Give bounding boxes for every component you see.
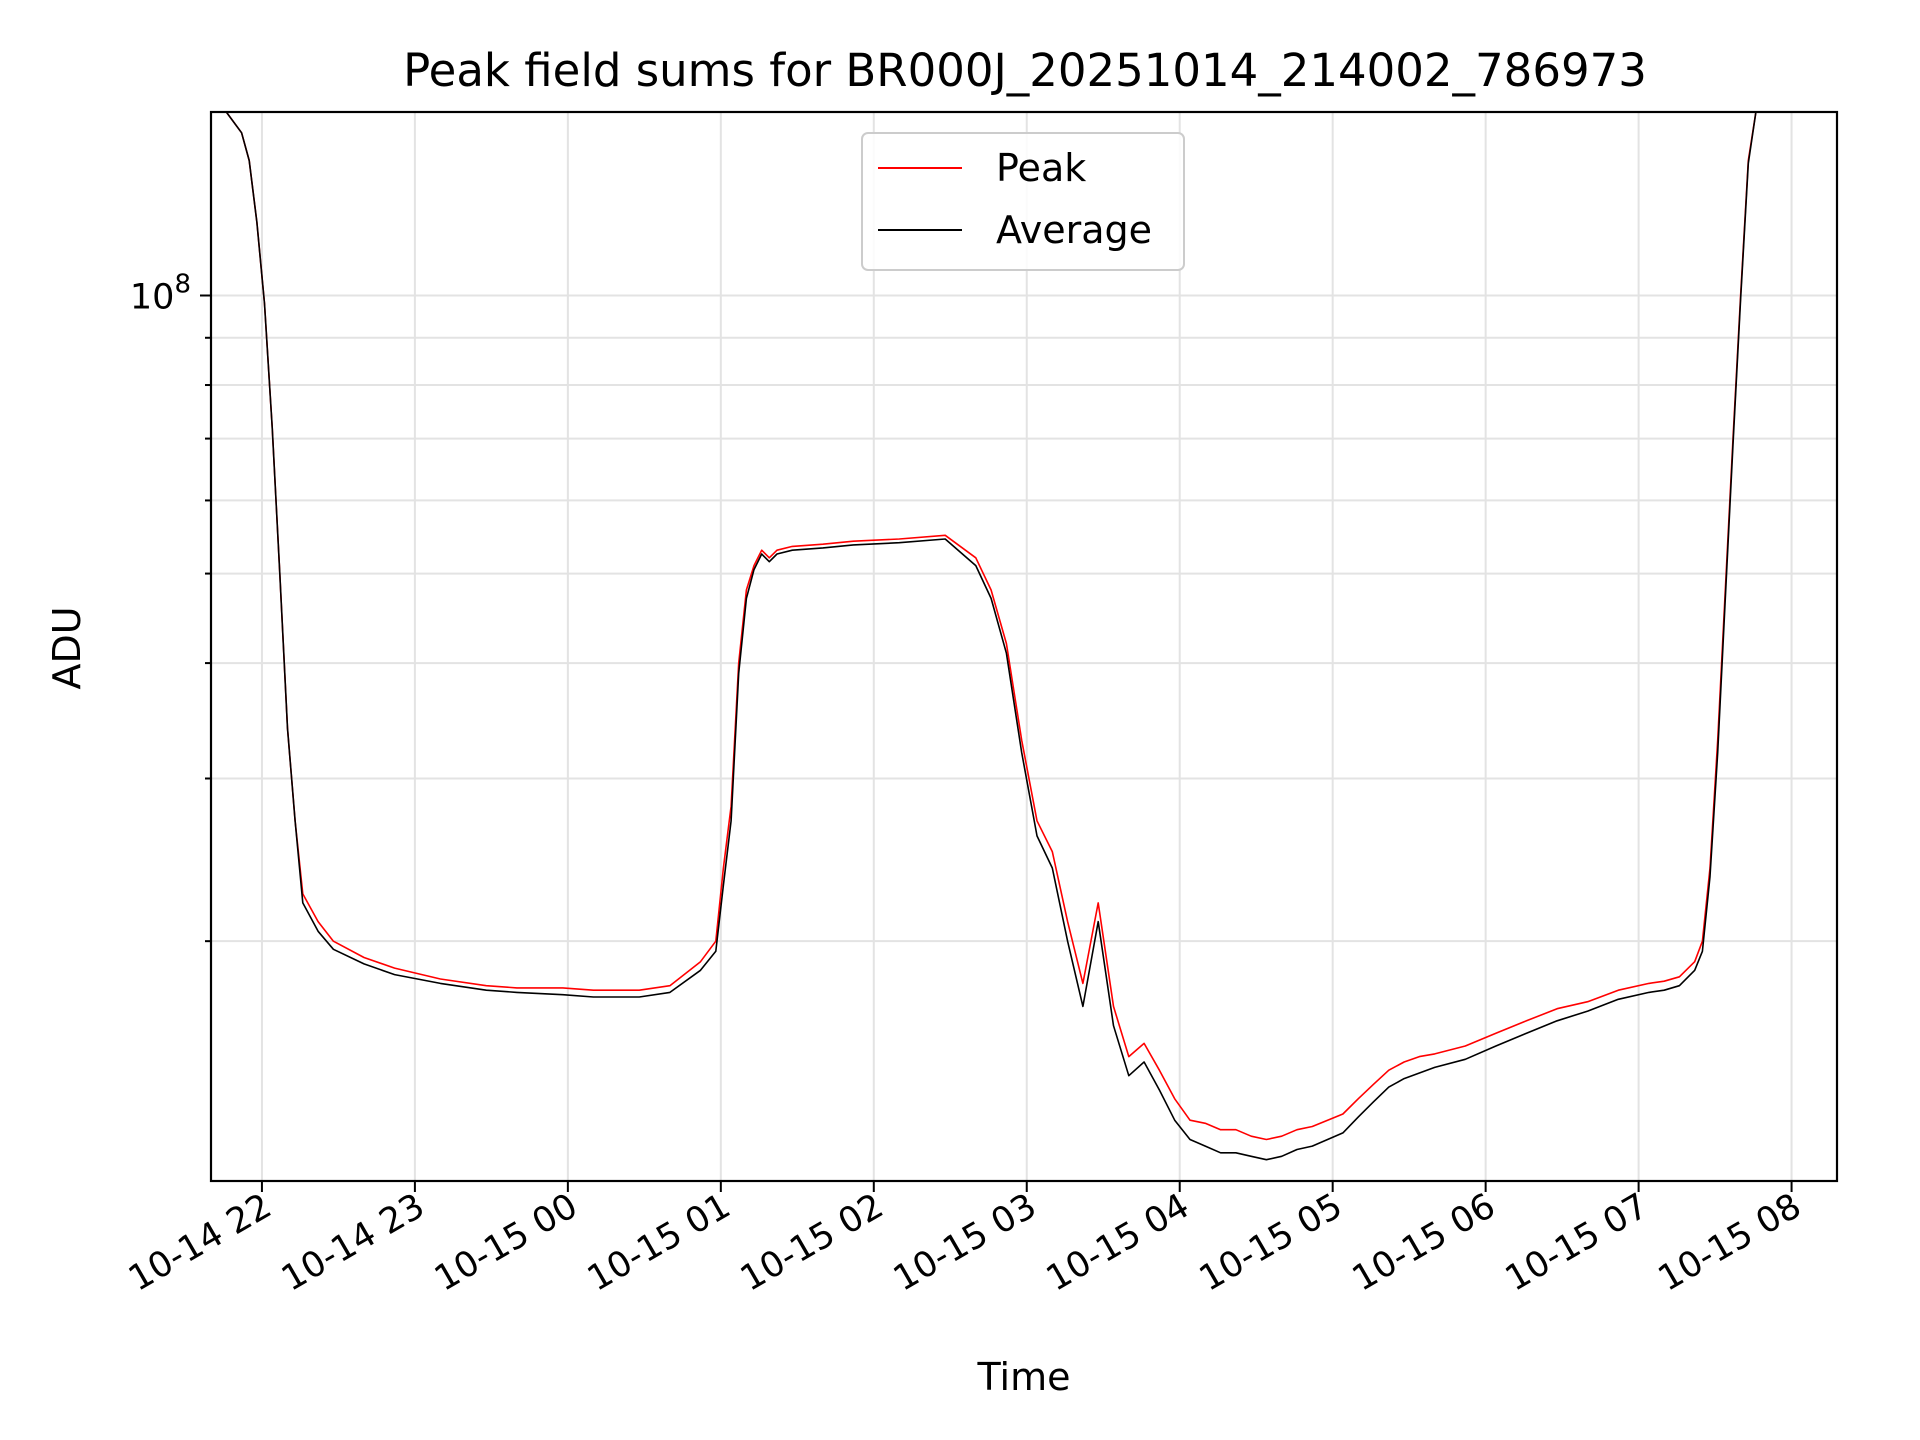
- series-line-peak: [211, 112, 1837, 1141]
- y-tick-label: 108: [130, 270, 191, 318]
- chart-title: Peak field sums for BR000J_20251014_2140…: [403, 44, 1647, 97]
- x-axis-label: Time: [977, 1355, 1071, 1399]
- series-layer: [211, 112, 1837, 1161]
- series-line-average: [211, 112, 1837, 1161]
- y-axis-label: ADU: [45, 606, 89, 689]
- legend: Peak Average: [861, 132, 1185, 271]
- grid-lines: [211, 112, 1837, 1181]
- legend-label-peak: Peak: [996, 146, 1086, 190]
- legend-label-average: Average: [996, 208, 1152, 252]
- y-axis-ticks: 108: [130, 270, 211, 943]
- plot-area-frame: [209, 110, 1839, 1183]
